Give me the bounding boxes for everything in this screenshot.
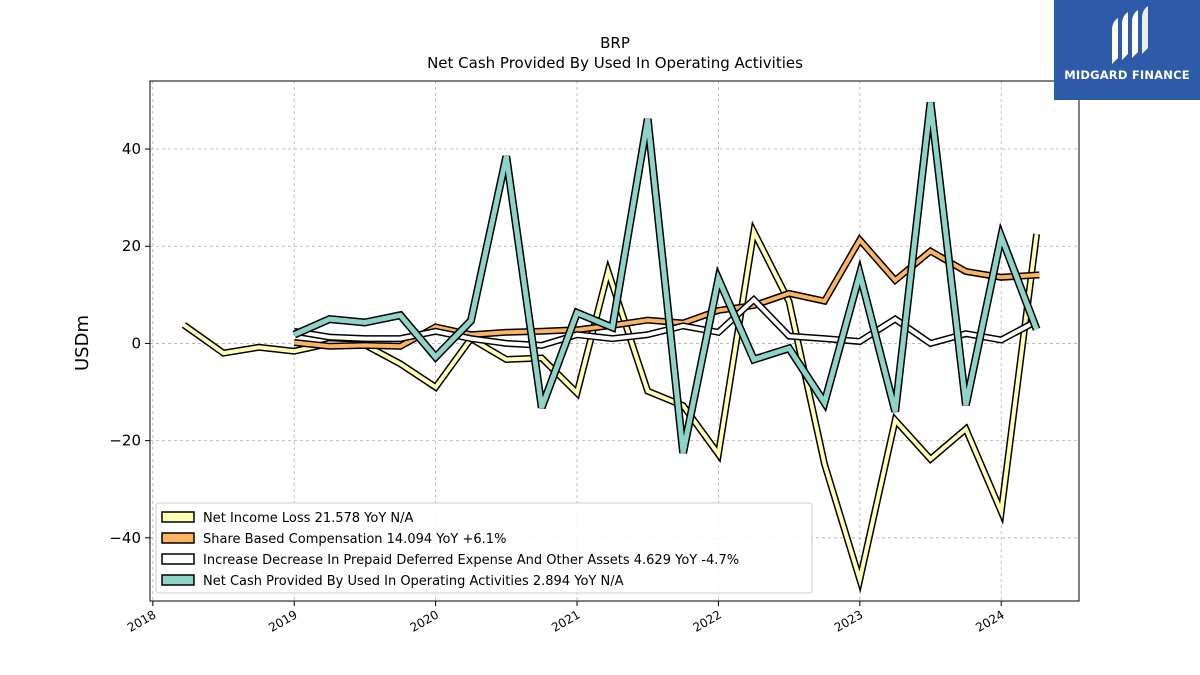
y-axis-ticks: −40 −20 0 20 40	[109, 140, 150, 547]
x-tick-label: 2021	[549, 607, 582, 634]
legend-label: Net Income Loss 21.578 YoY N/A	[203, 511, 414, 526]
legend-swatch	[161, 574, 195, 586]
y-tick-label: 0	[131, 334, 141, 352]
plot-frame	[149, 80, 1080, 602]
legend-label: Increase Decrease In Prepaid Deferred Ex…	[203, 553, 739, 568]
x-tick-label: 2023	[832, 607, 865, 634]
x-tick-label: 2024	[973, 607, 1006, 634]
brand-name: MIDGARD FINANCE	[1064, 68, 1190, 82]
series-4	[292, 101, 1041, 454]
x-tick-label: 2022	[690, 607, 723, 634]
y-axis-label: USDm	[72, 315, 93, 371]
y-tick-label: 40	[122, 140, 141, 158]
series-line	[293, 102, 1039, 454]
x-tick-label: 2018	[125, 607, 158, 634]
legend: Net Income Loss 21.578 YoY N/A Share Base…	[155, 502, 813, 594]
legend-swatch	[161, 532, 195, 544]
series-lines	[181, 101, 1041, 594]
legend-label: Share Based Compensation 14.094 YoY +6.1…	[203, 532, 506, 547]
legend-swatch	[161, 511, 195, 523]
x-tick-label: 2019	[266, 607, 299, 634]
midgard-logo-icon	[1112, 6, 1148, 64]
y-tick-label: −40	[109, 529, 141, 547]
x-axis-ticks: 2018 2019 2020 2021 2022 2023 2024	[125, 601, 1007, 635]
y-tick-label: 20	[122, 237, 141, 255]
chart-title: BRP	[600, 34, 630, 52]
legend-frame	[155, 502, 813, 594]
x-tick-label: 2020	[408, 607, 441, 634]
brand-logo: MIDGARD FINANCE	[1054, 0, 1200, 100]
chart-subtitle: Net Cash Provided By Used In Operating A…	[427, 54, 803, 72]
y-tick-label: −20	[109, 432, 141, 450]
legend-label: Net Cash Provided By Used In Operating A…	[203, 574, 624, 589]
legend-swatch	[161, 553, 195, 565]
